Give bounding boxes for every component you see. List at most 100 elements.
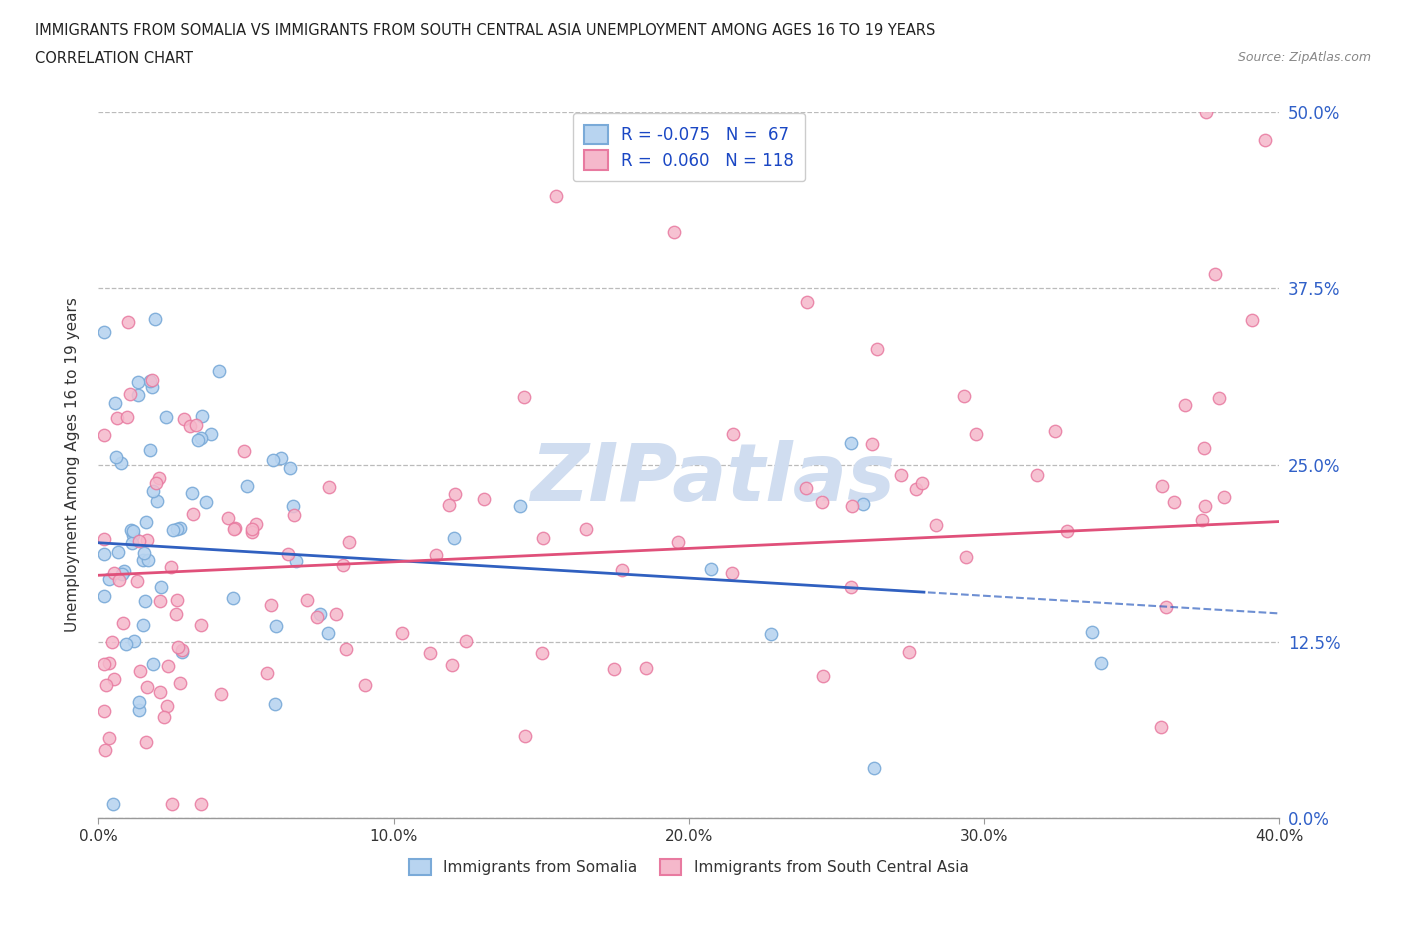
Point [233,444,256,458]
Point [190,797,212,812]
Point [439,498,461,513]
Point [132,552,155,567]
Point [169,675,191,690]
Point [222,591,245,605]
Point [117,315,139,330]
Point [93,532,115,547]
Point [283,508,305,523]
Point [217,511,239,525]
Point [1150,719,1173,734]
Point [121,536,143,551]
Point [129,663,152,678]
Point [195,495,218,510]
Point [134,593,156,608]
Point [419,645,441,660]
Point [509,498,531,513]
Point [391,626,413,641]
Point [796,295,818,310]
Point [295,592,318,607]
Point [264,697,287,711]
Point [866,341,889,356]
Point [139,373,162,388]
Point [103,565,125,580]
Point [260,598,283,613]
Point [145,312,167,326]
Point [165,607,187,622]
Point [224,520,246,535]
Point [142,657,165,671]
Point [105,449,128,464]
Point [98,730,121,745]
Point [117,409,139,424]
Point [513,729,536,744]
Point [664,224,686,239]
Point [145,476,167,491]
Text: CORRELATION CHART: CORRELATION CHART [35,51,193,66]
Point [280,460,302,475]
Point [1240,312,1263,327]
Point [146,494,169,509]
Point [105,410,128,425]
Point [98,572,121,587]
Point [187,432,209,447]
Point [636,661,658,676]
Point [952,388,974,403]
Point [440,658,463,672]
Point [107,573,129,588]
Point [156,698,179,713]
Point [162,523,184,538]
Point [132,618,155,632]
Point [863,761,886,776]
Point [118,387,141,402]
Point [240,525,263,539]
Point [135,735,157,750]
Point [93,703,115,718]
Point [179,418,201,433]
Point [181,506,204,521]
Point [166,592,188,607]
Point [245,516,267,531]
Point [122,633,145,648]
Point [425,548,447,563]
Point [699,562,721,577]
Point [285,553,308,568]
Point [115,636,138,651]
Point [602,661,624,676]
Point [98,656,121,671]
Point [1045,424,1067,439]
Point [155,410,177,425]
Point [1191,513,1213,528]
Point [170,643,193,658]
Point [839,579,862,594]
Point [811,495,834,510]
Point [610,563,633,578]
Point [335,642,357,657]
Point [94,742,117,757]
Point [839,435,862,450]
Point [666,535,689,550]
Point [546,189,568,204]
Point [136,680,159,695]
Point [759,627,782,642]
Point [136,552,159,567]
Point [1156,600,1178,615]
Point [200,427,222,442]
Point [127,374,149,389]
Point [281,498,304,513]
Point [101,634,124,649]
Point [277,546,299,561]
Point [721,427,744,442]
Point [149,684,172,699]
Point [264,618,287,633]
Point [575,521,598,536]
Point [236,478,259,493]
Point [354,677,377,692]
Point [191,408,214,423]
Point [184,418,207,432]
Point [308,606,330,621]
Point [125,574,148,589]
Point [240,522,263,537]
Point [93,325,115,339]
Point [135,515,157,530]
Point [852,497,875,512]
